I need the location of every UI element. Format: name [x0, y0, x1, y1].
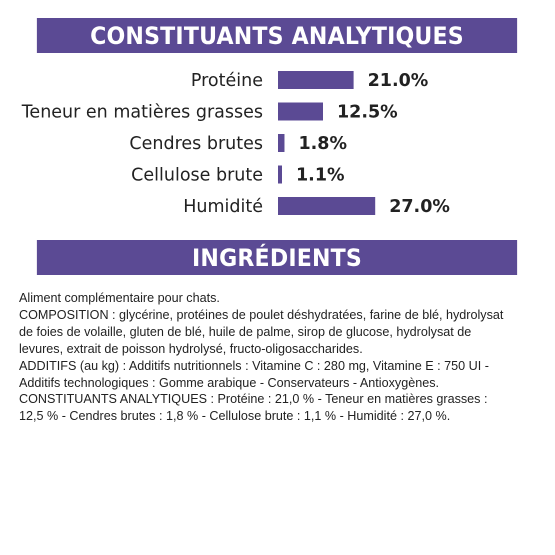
value-label: 12.5% — [337, 103, 398, 123]
ingredients-line: 12,5 % - Cendres brutes : 1,8 % - Cellul… — [19, 409, 451, 424]
bar — [278, 134, 285, 152]
analytics-title: CONSTITUANTS ANALYTIQUES — [90, 21, 464, 50]
category-label: Cendres brutes — [129, 134, 263, 154]
category-label: Protéine — [191, 71, 263, 91]
ingredients-text: Aliment complémentaire pour chats. COMPOS… — [19, 290, 544, 425]
ingredients-line: de foies de volaille, gluten de blé, hui… — [19, 324, 472, 339]
bar — [278, 197, 376, 215]
value-label: 1.8% — [298, 134, 347, 154]
bar — [278, 71, 354, 89]
ingredients-line: Additifs technologiques : Gomme arabique… — [19, 375, 440, 390]
category-label: Cellulose brute — [131, 166, 263, 186]
ingredients-line: COMPOSITION : glycérine, protéines de po… — [19, 307, 504, 322]
category-label: Humidité — [183, 197, 263, 217]
bar — [278, 102, 323, 121]
ingredients-banner: INGRÉDIENTS — [36, 240, 518, 275]
ingredients-line: levures, extrait de poisson hydrolysé, f… — [19, 341, 363, 356]
ingredients-line: Aliment complémentaire pour chats. — [19, 291, 220, 305]
nutrient-bar-chart: Protéine 21.0% Teneur en matières grasses 1… — [21, 71, 450, 217]
ingredients-line: CONSTITUANTS ANALYTIQUES : Protéine : 21… — [19, 392, 488, 407]
value-label: 1.1% — [296, 166, 345, 186]
ingredients-line: ADDITIFS (au kg) : Additifs nutritionnel… — [19, 358, 489, 373]
value-label: 21.0% — [368, 71, 429, 91]
value-label: 27.0% — [389, 197, 450, 217]
ingredients-title: INGRÉDIENTS — [192, 243, 362, 272]
bar — [278, 165, 282, 184]
analytics-banner: CONSTITUANTS ANALYTIQUES — [36, 18, 518, 53]
category-label: Teneur en matières grasses — [21, 103, 263, 123]
